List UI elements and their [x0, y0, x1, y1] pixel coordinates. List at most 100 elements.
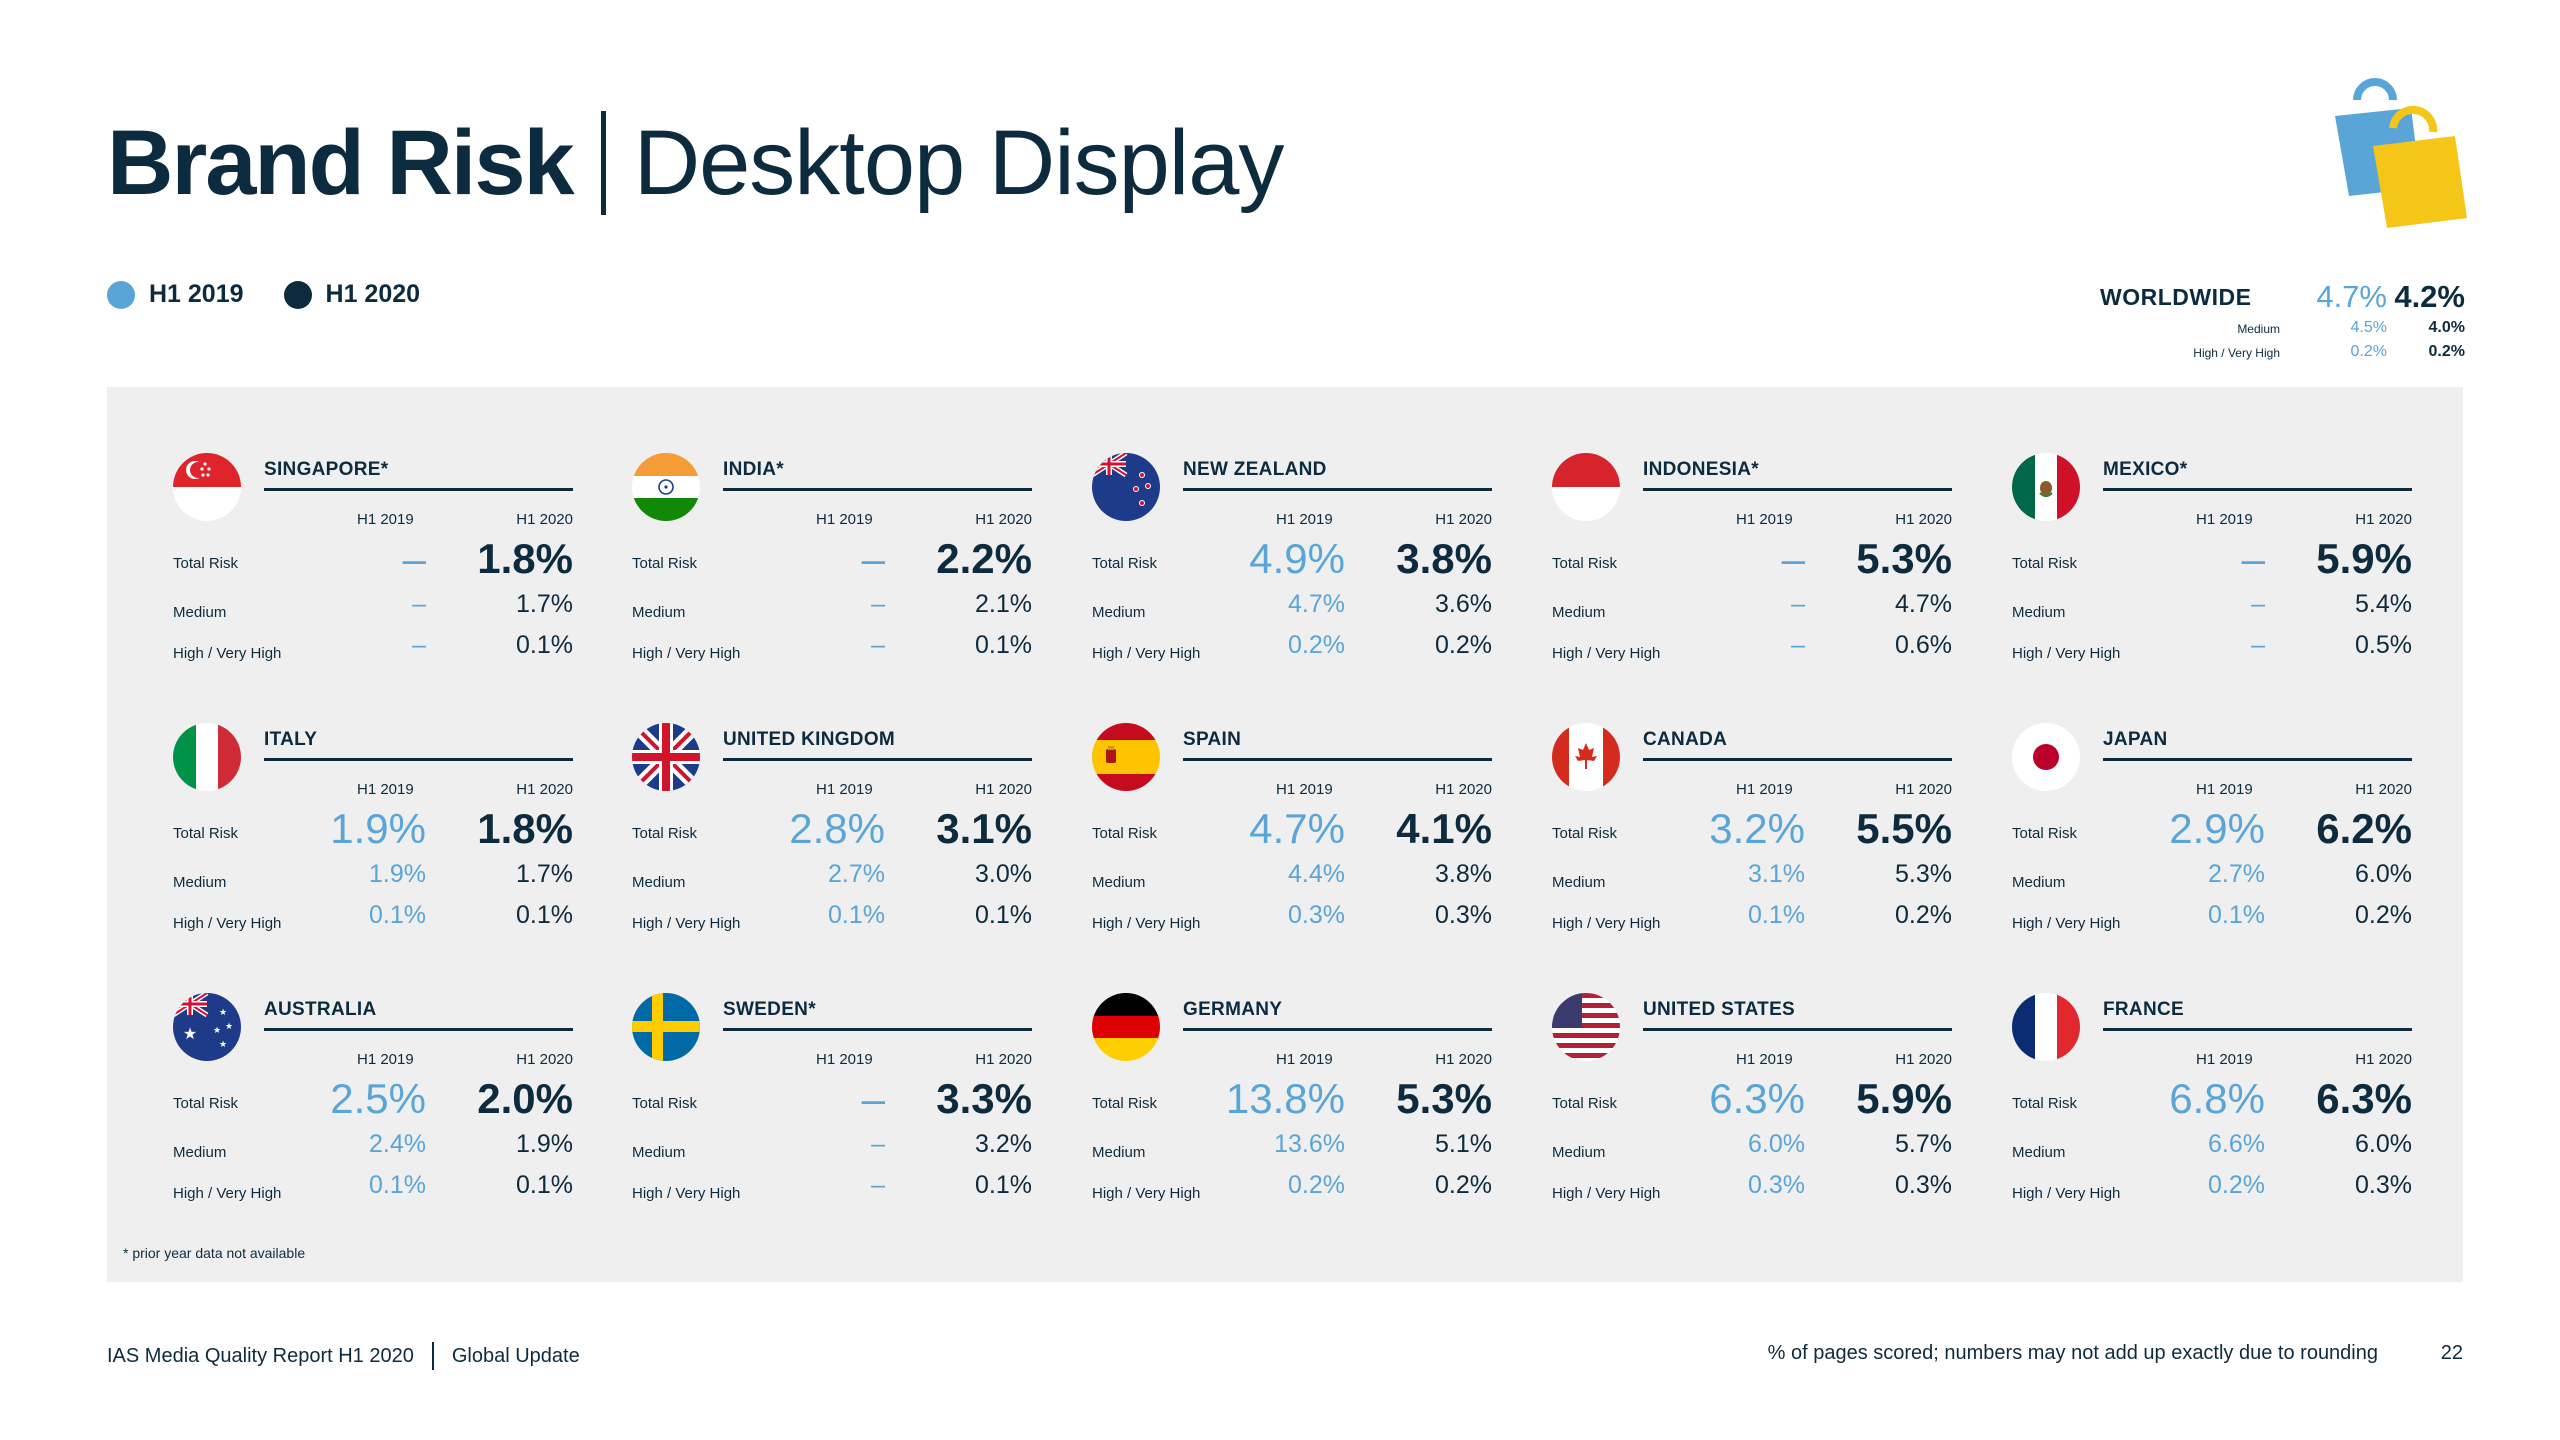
col-header-2019: H1 2019 — [1276, 1051, 1333, 1068]
france-flag-icon — [2012, 993, 2080, 1061]
worldwide-medium-2019: 4.5% — [2350, 319, 2387, 336]
high-2019: 0.1% — [2208, 901, 2265, 929]
country-card-india: INDIA* H1 2019 H1 2020 Total Risk Medium High… — [632, 453, 1032, 683]
medium-2019: 3.1% — [1748, 860, 1805, 888]
country-underline — [723, 1028, 1032, 1031]
high-2019: – — [1791, 631, 1805, 659]
total-risk-2020: 5.3% — [1396, 1075, 1492, 1122]
label-total-risk: Total Risk — [1552, 555, 1618, 572]
legend-2019-label: H1 2019 — [149, 280, 244, 308]
country-underline — [264, 1028, 573, 1031]
footer-report: IAS Media Quality Report H1 2020 — [107, 1344, 414, 1367]
country-name: SWEDEN* — [723, 999, 816, 1020]
label-medium: Medium — [632, 1144, 686, 1161]
label-high: High / Very High — [1092, 915, 1201, 932]
high-2019: 0.2% — [1288, 1171, 1345, 1199]
label-medium: Medium — [1552, 604, 1606, 621]
total-risk-2020: 3.3% — [936, 1075, 1032, 1122]
country-card-canada: CANADA H1 2019 H1 2020 Total Risk Medium High… — [1552, 723, 1952, 953]
medium-2019: – — [871, 590, 885, 618]
medium-2019: 4.7% — [1288, 590, 1345, 618]
total-risk-2019: – — [402, 535, 426, 582]
total-risk-2020: 4.1% — [1396, 805, 1492, 852]
total-risk-2020: 1.8% — [477, 805, 573, 852]
australia-flag-icon: ★ ★ ★ ★ ★ — [173, 993, 241, 1061]
country-underline — [1643, 1028, 1952, 1031]
total-risk-2020: 2.0% — [477, 1075, 573, 1122]
svg-text:★: ★ — [219, 1039, 227, 1049]
title-light: Desktop Display — [633, 111, 1285, 214]
total-risk-2020: 5.9% — [1856, 1075, 1952, 1122]
india-flag-icon — [632, 453, 700, 521]
col-header-2020: H1 2020 — [516, 511, 573, 528]
footer-left: IAS Media Quality Report H1 2020 Global … — [107, 1342, 580, 1370]
medium-2020: 6.0% — [2355, 1130, 2412, 1158]
high-2019: 0.1% — [1748, 901, 1805, 929]
col-header-2020: H1 2020 — [2355, 511, 2412, 528]
col-header-2019: H1 2019 — [816, 781, 873, 798]
medium-2019: 6.6% — [2208, 1130, 2265, 1158]
country-underline — [264, 488, 573, 491]
col-header-2020: H1 2020 — [1895, 511, 1952, 528]
legend-2019-dot — [107, 280, 135, 309]
label-medium: Medium — [173, 604, 227, 621]
label-high: High / Very High — [1552, 915, 1661, 932]
label-high: High / Very High — [173, 915, 282, 932]
country-name: UNITED KINGDOM — [723, 729, 896, 750]
medium-2020: 6.0% — [2355, 860, 2412, 888]
medium-2020: 1.7% — [516, 860, 573, 888]
title-bold: Brand Risk — [107, 111, 575, 214]
medium-2020: 5.4% — [2355, 590, 2412, 618]
high-2019: 0.2% — [2208, 1171, 2265, 1199]
label-total-risk: Total Risk — [1092, 825, 1158, 842]
label-total-risk: Total Risk — [173, 1095, 239, 1112]
col-header-2020: H1 2020 — [516, 781, 573, 798]
label-high: High / Very High — [632, 915, 741, 932]
medium-2019: – — [412, 590, 426, 618]
label-high: High / Very High — [173, 645, 282, 662]
country-underline — [723, 488, 1032, 491]
col-header-2019: H1 2019 — [2196, 511, 2253, 528]
col-header-2019: H1 2019 — [1736, 1051, 1793, 1068]
medium-2020: 3.6% — [1435, 590, 1492, 618]
label-total-risk: Total Risk — [632, 1095, 698, 1112]
medium-2020: 1.9% — [516, 1130, 573, 1158]
col-header-2020: H1 2020 — [2355, 1051, 2412, 1068]
total-risk-2019: 1.9% — [330, 805, 426, 852]
germany-flag-icon — [1092, 993, 1160, 1061]
country-panel: SINGAPORE* H1 2019 H1 2020 Total Risk Medium… — [107, 387, 2463, 1282]
new-zealand-flag-icon — [1092, 453, 1160, 521]
country-name: UNITED STATES — [1643, 999, 1796, 1020]
high-2019: – — [2251, 631, 2265, 659]
title-divider — [600, 111, 606, 215]
medium-2019: 2.7% — [2208, 860, 2265, 888]
worldwide-label: WORLDWIDE — [2100, 284, 2252, 310]
label-medium: Medium — [1092, 604, 1146, 621]
label-high: High / Very High — [1092, 645, 1201, 662]
medium-2020: 5.1% — [1435, 1130, 1492, 1158]
high-2019: 0.3% — [1288, 901, 1345, 929]
uk-flag-icon — [632, 723, 700, 791]
label-high: High / Very High — [632, 1185, 741, 1202]
country-card-germany: GERMANY H1 2019 H1 2020 Total Risk Medium Hig… — [1092, 993, 1492, 1223]
country-card-spain: SPAIN H1 2019 H1 2020 Total Risk Medium High … — [1092, 723, 1492, 953]
footer-section: Global Update — [451, 1344, 580, 1367]
country-card-japan: JAPAN H1 2019 H1 2020 Total Risk Medium High … — [2012, 723, 2412, 953]
label-total-risk: Total Risk — [1092, 1095, 1158, 1112]
medium-2020: 5.3% — [1895, 860, 1952, 888]
high-2020: 0.1% — [516, 631, 573, 659]
medium-2020: 5.7% — [1895, 1130, 1952, 1158]
high-2020: 0.1% — [975, 901, 1032, 929]
label-total-risk: Total Risk — [1552, 1095, 1618, 1112]
label-total-risk: Total Risk — [632, 555, 698, 572]
high-2020: 0.1% — [516, 901, 573, 929]
medium-2019: 1.9% — [369, 860, 426, 888]
total-risk-2019: 4.7% — [1249, 805, 1345, 852]
country-card-singapore: SINGAPORE* H1 2019 H1 2020 Total Risk Medium… — [173, 453, 573, 683]
total-risk-2019: 3.2% — [1709, 805, 1805, 852]
country-underline — [2103, 1028, 2412, 1031]
medium-2020: 3.0% — [975, 860, 1032, 888]
country-name: INDIA* — [723, 459, 784, 480]
col-header-2020: H1 2020 — [975, 781, 1032, 798]
svg-text:★: ★ — [225, 1021, 233, 1031]
